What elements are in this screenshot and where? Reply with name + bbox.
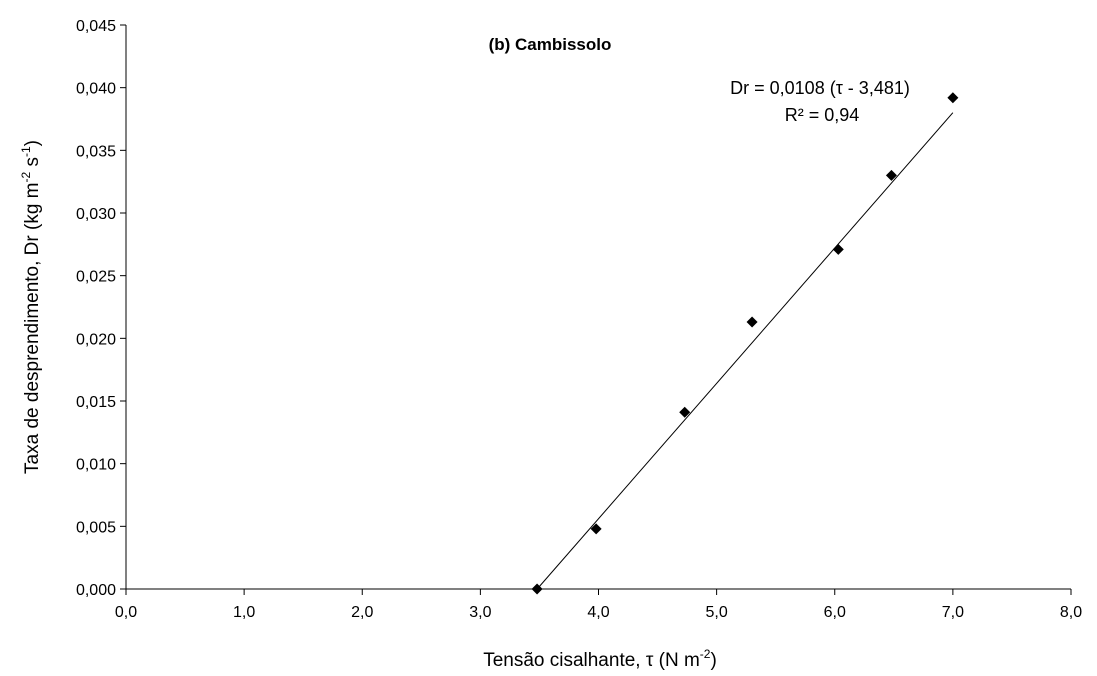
trendline-equation: Dr = 0,0108 (τ - 3,481) [730,78,910,98]
x-tick-label: 0,0 [115,604,137,621]
data-point [679,406,691,418]
x-tick-label: 7,0 [942,604,964,621]
x-tick-label: 1,0 [233,604,255,621]
chart-title: (b) Cambissolo [489,35,612,54]
x-tick-label: 6,0 [824,604,846,621]
x-tick-label: 3,0 [469,604,491,621]
x-tick-label: 8,0 [1060,604,1082,621]
data-point [590,523,602,535]
data-point [746,316,758,328]
y-tick-label: 0,025 [76,269,116,286]
y-tick-label: 0,000 [76,582,116,599]
y-tick-label: 0,030 [76,206,116,223]
y-axis-title: Taxa de desprendimento, Dr (kg m-2 s-1) [19,140,43,474]
x-axis-title: Tensão cisalhante, τ (N m-2) [483,647,717,671]
x-tick-label: 4,0 [587,604,609,621]
x-tick-label: 5,0 [706,604,728,621]
data-point [885,169,897,181]
r-squared-label: R² = 0,94 [785,105,860,125]
y-tick-label: 0,020 [76,331,116,348]
trendline-line [536,112,954,590]
y-tick-label: 0,040 [76,81,116,98]
axis-ticks [120,24,1072,595]
y-tick-label: 0,035 [76,143,116,160]
data-point [947,92,959,104]
data-points [531,92,959,595]
trendline [536,112,954,590]
axis-tick-labels: 0,0 1,0 2,0 3,0 4,0 5,0 6,0 7,0 8,0 0,000 0,005 0,0… [76,18,1082,621]
y-tick-label: 0,045 [76,18,116,35]
x-tick-label: 2,0 [351,604,373,621]
data-point [832,243,844,255]
data-point [531,583,543,595]
y-tick-label: 0,010 [76,457,116,474]
y-tick-label: 0,015 [76,394,116,411]
y-tick-label: 0,005 [76,519,116,536]
